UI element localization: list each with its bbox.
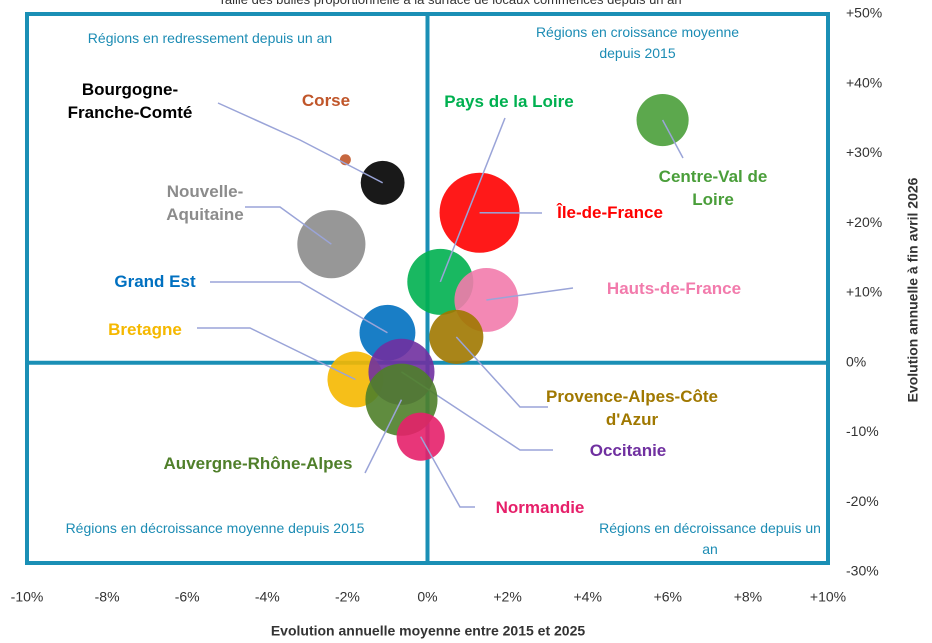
y-tick-label: +50%: [846, 5, 882, 21]
bubble-label: Nouvelle-Aquitaine: [166, 182, 244, 224]
subtitle: Taille des bulles proportionnelle à la s…: [100, 0, 800, 10]
bubble-label: Île-de-France: [557, 203, 663, 222]
leader-line: [197, 327, 356, 381]
leader-line: [661, 119, 684, 159]
x-tick-label: +4%: [573, 589, 601, 605]
x-tick-label: -10%: [11, 589, 44, 605]
quadrant-label: Régions en décroissance moyenne depuis 2…: [65, 520, 365, 536]
x-tick-label: +2%: [493, 589, 521, 605]
x-tick-label: +8%: [734, 589, 762, 605]
leader-line: [210, 281, 388, 334]
leader-line: [420, 436, 475, 508]
y-tick-label: +10%: [846, 284, 882, 300]
y-tick-label: -20%: [846, 493, 879, 509]
bubble-label: Hauts-de-France: [606, 279, 742, 298]
x-tick-label: +6%: [654, 589, 682, 605]
y-tick-label: -10%: [846, 423, 879, 439]
bubble-label: Normandie: [495, 498, 585, 517]
y-tick-label: +30%: [846, 144, 882, 160]
leader-line: [455, 336, 548, 408]
leader-line: [245, 206, 332, 245]
x-tick-label: -6%: [175, 589, 200, 605]
quadrant-label: Régions en redressement depuis un an: [87, 30, 333, 46]
leader-line: [401, 371, 553, 451]
x-tick-label: -2%: [335, 589, 360, 605]
bubble-label: Bretagne: [108, 320, 182, 339]
bubble-label: Auvergne-Rhône-Alpes: [163, 454, 353, 473]
bubble-label: Centre-Val de Loire: [658, 167, 768, 209]
y-tick-label: +20%: [846, 214, 882, 230]
leader-line: [439, 117, 506, 283]
quadrant-label: Régions en croissance moyenne depuis 201…: [535, 24, 740, 61]
leader-line: [486, 287, 574, 301]
x-tick-label: -4%: [255, 589, 280, 605]
leader-line: [217, 102, 383, 184]
y-tick-label: +40%: [846, 74, 882, 90]
bubble-label: Corse: [301, 91, 351, 110]
x-axis-title: Evolution annuelle moyenne entre 2015 et…: [271, 623, 586, 639]
y-axis-title: Evolution annuelle à fin avril 2026: [905, 177, 921, 402]
bubble-label: Occitanie: [589, 441, 667, 460]
y-tick-label: -30%: [846, 563, 879, 579]
x-tick-label: +10%: [810, 589, 846, 605]
y-tick-label: 0%: [846, 353, 866, 369]
bubble-label: Provence-Alpes-Côte d'Azur: [546, 387, 718, 429]
bubble-label: Grand Est: [114, 272, 196, 291]
quadrant-label: Régions en décroissance depuis un an: [599, 520, 821, 557]
x-tick-label: 0%: [417, 589, 437, 605]
bubble-label: Bourgogne-Franche-Comté: [67, 80, 193, 122]
leader-line: [364, 399, 403, 474]
x-tick-label: -8%: [95, 589, 120, 605]
bubble-label: Pays de la Loire: [444, 92, 574, 111]
